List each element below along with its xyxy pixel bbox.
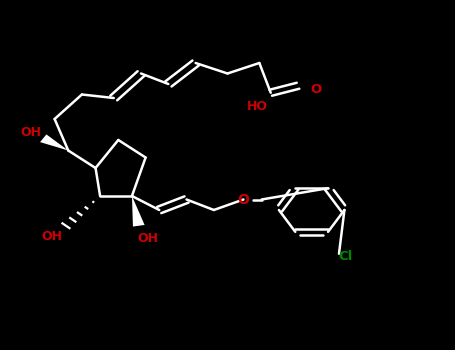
Text: O: O	[311, 83, 322, 96]
Text: OH: OH	[20, 126, 41, 140]
Text: HO: HO	[247, 100, 268, 113]
Text: Cl: Cl	[339, 250, 353, 263]
Polygon shape	[40, 134, 68, 150]
Polygon shape	[132, 196, 145, 226]
Text: OH: OH	[137, 231, 158, 245]
Text: O: O	[238, 193, 249, 206]
Text: OH: OH	[42, 230, 63, 243]
